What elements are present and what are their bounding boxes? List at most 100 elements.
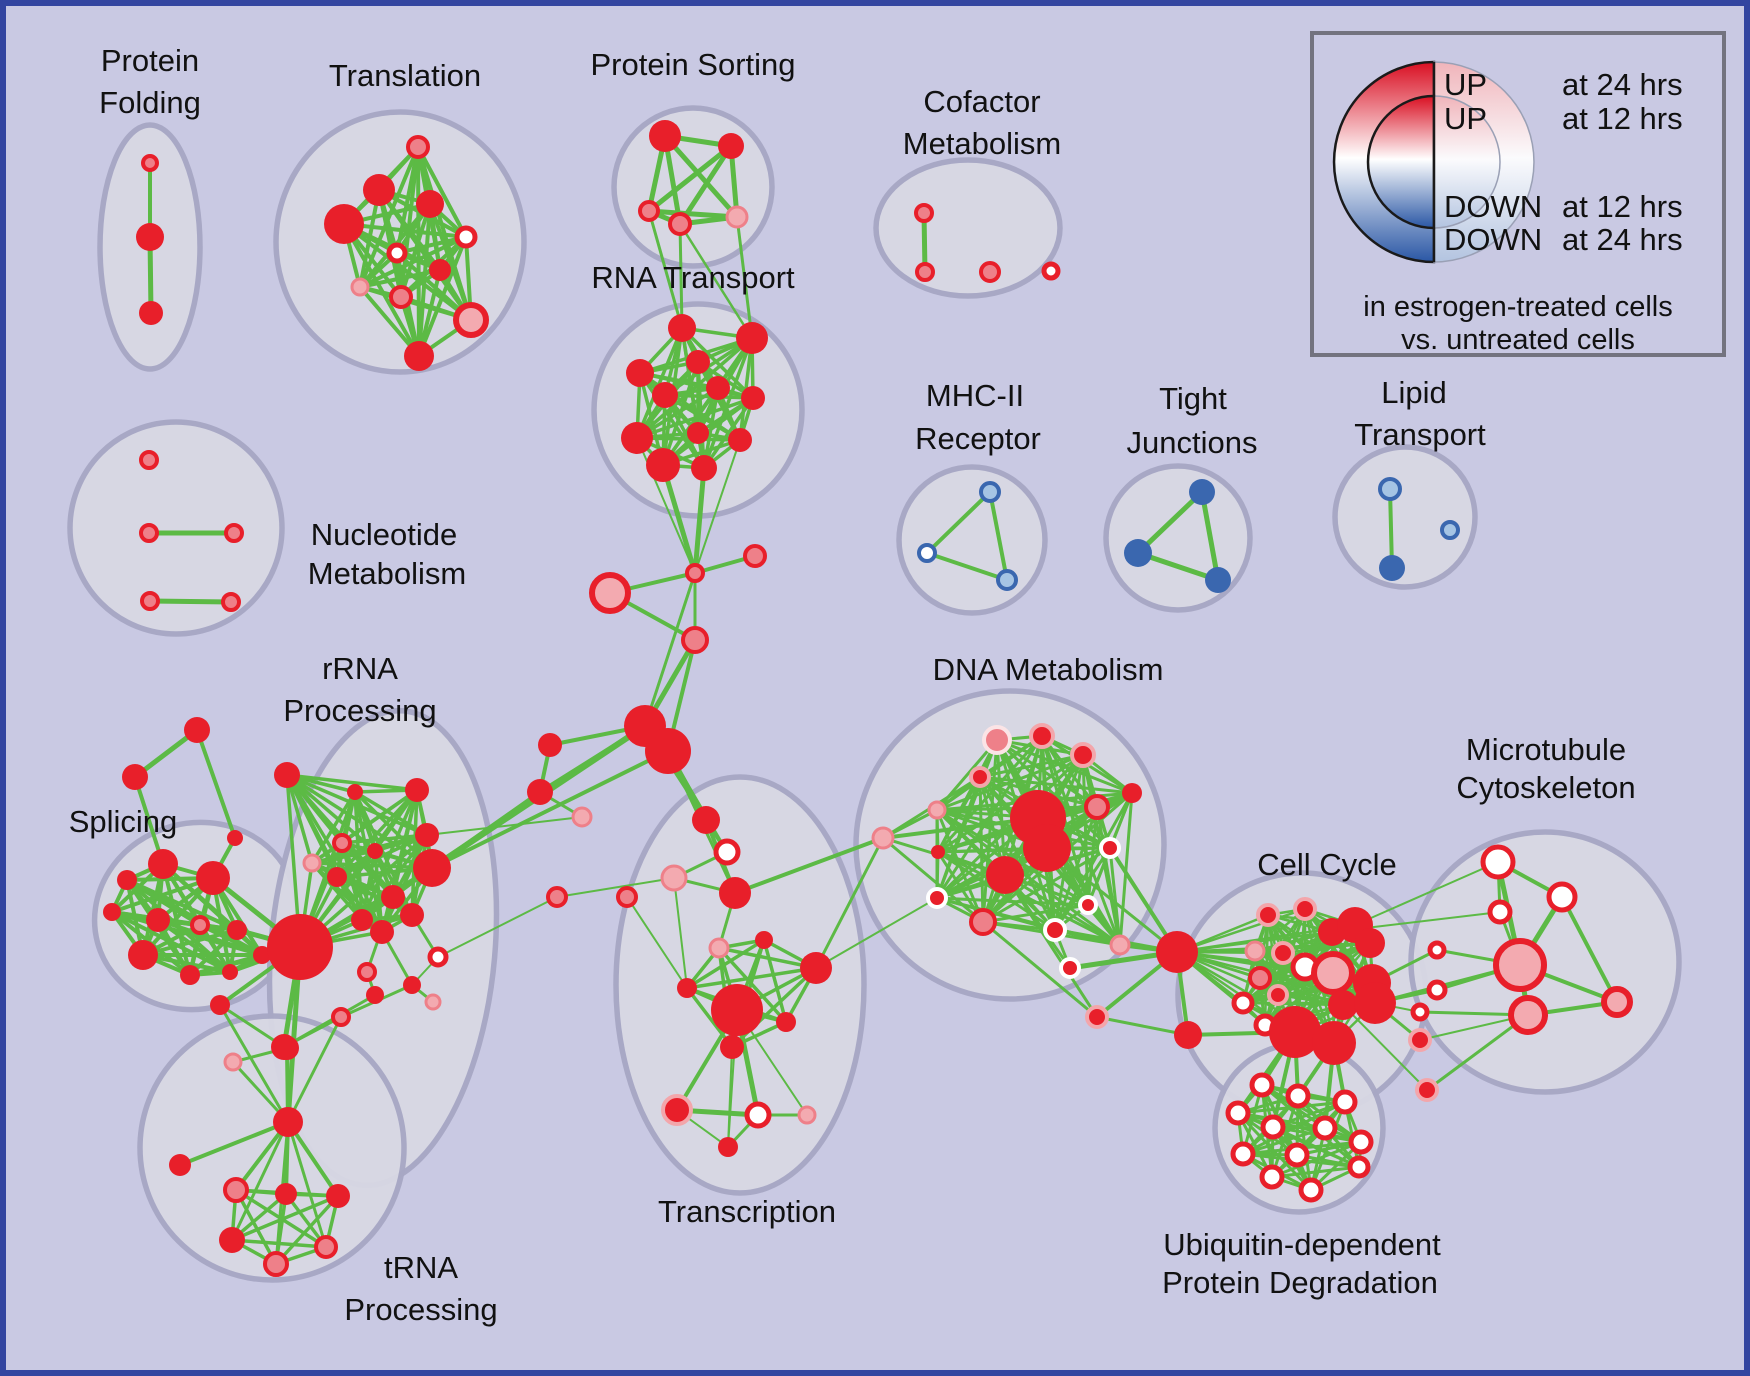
node-lc4 <box>546 886 568 908</box>
legend-direction-label: UP <box>1444 67 1487 102</box>
edge <box>342 222 473 322</box>
node-ubr1 <box>1174 1021 1202 1049</box>
cluster-trna-processing-label: tRNA <box>384 1250 458 1285</box>
edge <box>677 143 734 227</box>
node-rt3 <box>626 359 654 387</box>
edge <box>935 896 1090 907</box>
node-rt8 <box>621 422 653 454</box>
edge <box>988 490 1009 582</box>
node-rt12 <box>691 455 717 481</box>
node-rr18 <box>210 995 230 1015</box>
node-rr12 <box>400 903 424 927</box>
edge <box>735 215 754 340</box>
node-rr14 <box>357 962 377 982</box>
node-pf3 <box>139 301 163 325</box>
node-rr1 <box>274 762 300 788</box>
node-mt2 <box>1546 881 1578 913</box>
node-sp12 <box>180 965 200 985</box>
node-tr10 <box>263 1251 289 1277</box>
legend-caption: in estrogen-treated cells <box>1363 291 1673 323</box>
node-tl5 <box>454 225 478 249</box>
edge <box>1270 1165 1361 1179</box>
edge <box>340 833 429 845</box>
edge <box>685 986 734 1049</box>
cluster-rrna-processing-label: Processing <box>283 693 436 728</box>
node-tx3 <box>660 864 688 892</box>
node-rt7 <box>741 386 765 410</box>
node-sp10 <box>227 920 247 940</box>
edge <box>692 465 707 576</box>
node-ub9 <box>1284 1142 1310 1168</box>
node-dm6 <box>927 800 947 820</box>
edge <box>178 1120 290 1167</box>
edge <box>647 209 684 330</box>
node-sp3 <box>227 830 243 846</box>
edge <box>925 490 992 555</box>
edge <box>437 896 558 958</box>
node-dm3 <box>1029 723 1055 749</box>
cluster-dna-metabolism-label: DNA Metabolism <box>933 652 1164 687</box>
cluster-nucleotide-metabolism-bubble <box>67 419 285 637</box>
edge <box>1388 487 1394 570</box>
cluster-cofactor-metabolism-bubble <box>873 157 1063 299</box>
edge <box>638 371 706 470</box>
node-rr15 <box>403 976 421 994</box>
edge <box>358 235 468 289</box>
node-tl9 <box>389 285 413 309</box>
node-tx13 <box>661 1094 693 1126</box>
cluster-tight-junctions-label: Junctions <box>1127 425 1258 460</box>
edge <box>981 920 1099 1019</box>
edge <box>635 436 742 442</box>
node-tj2 <box>1124 539 1152 567</box>
edge <box>310 790 357 865</box>
node-tl7 <box>429 259 451 281</box>
edge <box>358 285 421 358</box>
cluster-mhc-ii-receptor-bubble <box>896 464 1048 616</box>
edge <box>1199 489 1221 583</box>
node-tl8 <box>350 277 370 297</box>
node-sp6 <box>196 861 230 895</box>
node-tx5 <box>616 886 638 908</box>
node-ub8 <box>1230 1141 1256 1167</box>
node-cc18 <box>1354 982 1396 1024</box>
edge <box>110 876 215 914</box>
edge <box>1560 895 1619 1004</box>
node-rt5 <box>706 376 730 400</box>
edge <box>416 145 468 239</box>
node-rt1 <box>668 314 696 342</box>
edge <box>342 222 421 358</box>
node-nm4 <box>140 591 160 611</box>
node-rr7 <box>367 843 383 859</box>
cluster-protein-folding-label: Protein <box>101 43 199 78</box>
edge <box>1135 489 1205 556</box>
node-ub1 <box>1249 1072 1275 1098</box>
edge <box>335 875 414 917</box>
edge <box>218 1003 290 1124</box>
node-tx10 <box>711 984 763 1036</box>
legend-time-label: at 12 hrs <box>1562 189 1683 224</box>
node-tl3 <box>416 190 444 218</box>
node-sp9 <box>190 915 210 935</box>
edge <box>981 846 1112 924</box>
node-mt5 <box>1493 938 1547 992</box>
cluster-cofactor-metabolism-label: Metabolism <box>903 126 1062 161</box>
node-cc17 <box>1328 990 1358 1020</box>
edge <box>360 849 377 922</box>
node-ub10 <box>1347 1155 1371 1179</box>
node-dm9 <box>1122 783 1142 803</box>
node-cc2 <box>1293 897 1317 921</box>
edge <box>762 938 788 1024</box>
node-mt6 <box>1426 979 1448 1001</box>
edge <box>685 966 818 990</box>
cluster-labels: Protein Folding Translation Protein Sorting… <box>69 43 1636 1327</box>
node-sp7 <box>103 903 121 921</box>
edge <box>1354 861 1499 926</box>
node-tr1 <box>223 1052 243 1072</box>
edge <box>141 876 215 957</box>
node-ch2 <box>743 544 767 568</box>
edge <box>635 396 755 440</box>
node-tx7 <box>755 931 773 949</box>
node-rr11 <box>370 920 394 944</box>
edge <box>635 326 684 440</box>
node-dm11 <box>1023 824 1071 872</box>
